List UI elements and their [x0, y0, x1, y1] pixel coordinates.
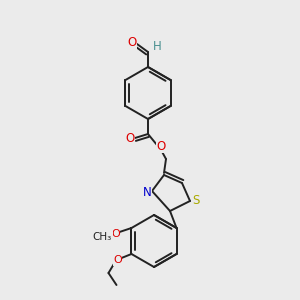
Text: O: O: [111, 229, 120, 239]
Text: N: N: [142, 185, 152, 199]
Text: H: H: [153, 40, 161, 53]
Text: O: O: [128, 37, 136, 50]
Text: S: S: [192, 194, 200, 206]
Text: O: O: [156, 140, 166, 152]
Text: O: O: [125, 133, 135, 146]
Text: CH₃: CH₃: [93, 232, 112, 242]
Text: O: O: [113, 255, 122, 265]
